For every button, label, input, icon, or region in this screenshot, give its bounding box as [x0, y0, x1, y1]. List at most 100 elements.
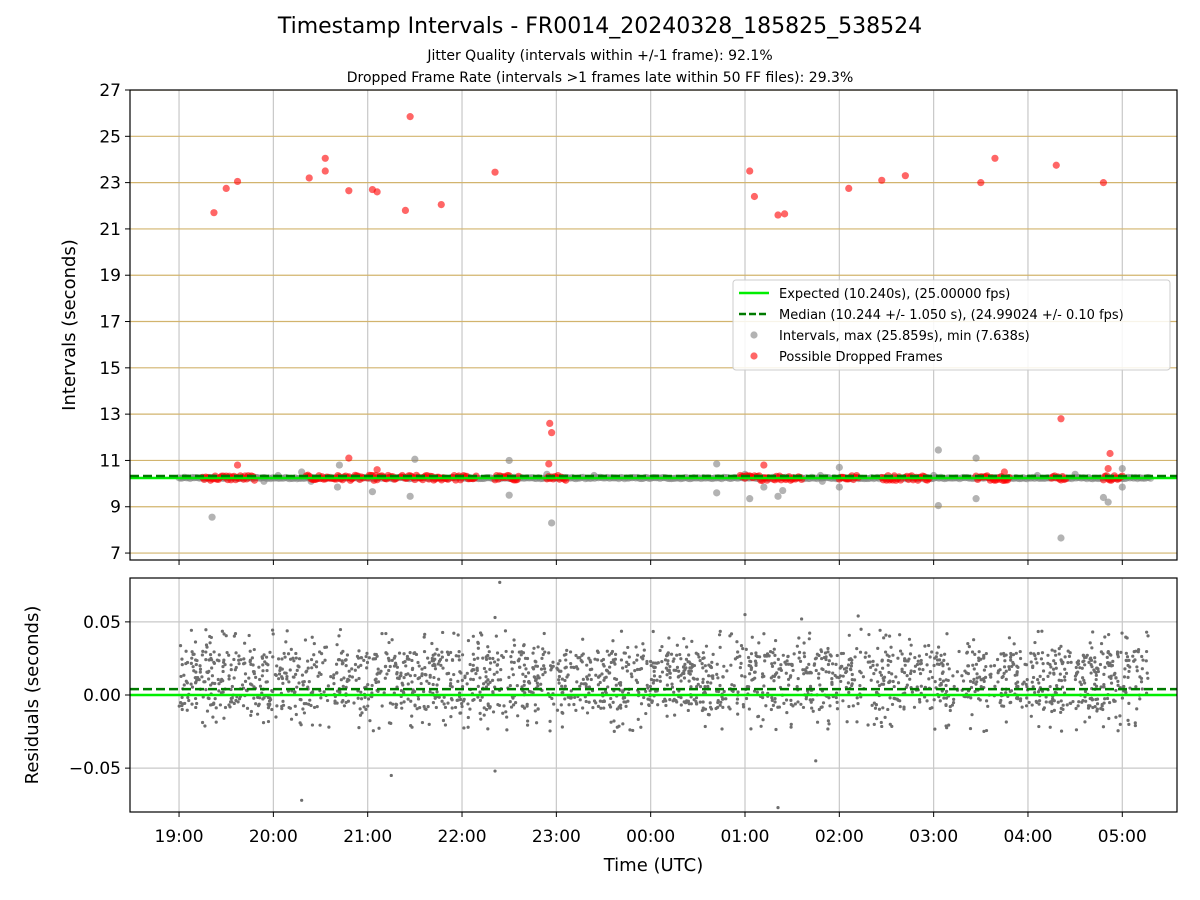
residual-point	[1061, 707, 1065, 711]
residual-point	[641, 654, 646, 658]
residual-point	[432, 675, 436, 680]
residual-point	[301, 707, 305, 711]
residual-point	[1107, 700, 1112, 705]
residual-point	[232, 657, 236, 662]
residual-point	[261, 721, 266, 725]
residual-point	[371, 729, 375, 733]
dropped-frame-point	[437, 201, 445, 209]
residual-point	[776, 806, 780, 810]
residual-point	[769, 676, 773, 680]
residual-point	[307, 702, 311, 706]
residual-point	[1059, 729, 1064, 733]
residual-point	[482, 706, 486, 710]
residual-point	[222, 632, 226, 636]
residual-point	[668, 698, 672, 702]
residual-point	[669, 652, 674, 656]
residual-point	[466, 725, 470, 729]
residual-point	[227, 674, 231, 678]
residual-point	[394, 702, 398, 706]
residual-point	[1127, 722, 1131, 726]
residual-point	[982, 668, 987, 672]
residual-point	[280, 676, 285, 681]
residual-point	[802, 641, 806, 645]
residual-point	[208, 641, 212, 645]
residual-point	[243, 679, 248, 683]
residual-point	[1008, 701, 1012, 705]
residual-point	[452, 631, 456, 635]
residual-point	[440, 655, 444, 659]
residual-point	[1007, 636, 1012, 640]
residual-point	[460, 701, 464, 706]
residual-point	[505, 715, 509, 719]
residual-point	[192, 669, 196, 673]
residual-point	[1073, 677, 1078, 682]
residual-point	[463, 674, 467, 678]
residual-point	[830, 676, 834, 681]
interval-point	[774, 492, 782, 500]
residual-point	[327, 725, 331, 729]
residual-point	[856, 701, 860, 706]
xtick-label: 19:00	[155, 827, 204, 847]
residual-point	[248, 660, 252, 664]
residual-point	[601, 699, 605, 704]
residual-point	[944, 689, 949, 693]
residual-point	[707, 663, 711, 667]
residual-point	[230, 684, 234, 689]
residual-point	[611, 658, 615, 662]
residual-point	[842, 667, 847, 671]
residual-point	[815, 720, 820, 724]
residual-point	[679, 703, 683, 707]
residual-point	[770, 662, 774, 666]
residual-point	[267, 699, 272, 703]
residual-point	[237, 662, 241, 666]
residual-point	[326, 684, 330, 688]
residual-point	[363, 695, 367, 699]
residual-point	[928, 669, 932, 674]
residual-point	[677, 669, 681, 673]
residual-point	[177, 704, 181, 708]
residual-point	[982, 729, 986, 733]
residual-point	[510, 650, 514, 654]
residual-point	[908, 677, 912, 681]
residual-point	[924, 652, 929, 657]
residual-point	[599, 706, 603, 710]
residual-point	[1105, 655, 1109, 659]
residual-point	[1144, 649, 1149, 654]
residual-point	[574, 708, 578, 712]
residual-point	[874, 690, 879, 695]
legend-box	[732, 279, 1171, 371]
residual-point	[807, 662, 811, 666]
residual-point	[1107, 716, 1111, 721]
residual-point	[1089, 671, 1093, 675]
residual-point	[596, 650, 600, 655]
residual-point	[1109, 676, 1113, 680]
residual-point	[1091, 630, 1095, 634]
residual-point	[402, 700, 406, 704]
residual-point	[710, 660, 714, 664]
residual-point	[665, 714, 669, 718]
residual-point	[536, 684, 540, 688]
residual-point	[201, 649, 205, 653]
interval-point	[333, 483, 342, 491]
residual-point	[241, 662, 246, 666]
residual-point	[569, 695, 573, 699]
dropped-frame-point	[901, 172, 909, 180]
residual-point	[526, 719, 530, 723]
residual-point	[871, 663, 875, 667]
residual-point	[225, 650, 229, 655]
residual-point	[395, 685, 399, 689]
residual-point	[841, 699, 845, 703]
dropped-frame-point	[373, 188, 381, 196]
residual-point	[770, 664, 775, 668]
residual-point	[845, 669, 849, 674]
residual-point	[1057, 646, 1061, 651]
residual-point	[772, 679, 776, 683]
residual-point	[880, 682, 884, 686]
residual-point	[335, 671, 339, 675]
residual-point	[1055, 684, 1059, 688]
residual-point	[216, 677, 220, 682]
residual-point	[266, 695, 271, 700]
residual-point	[771, 703, 775, 707]
residual-point	[350, 667, 354, 671]
